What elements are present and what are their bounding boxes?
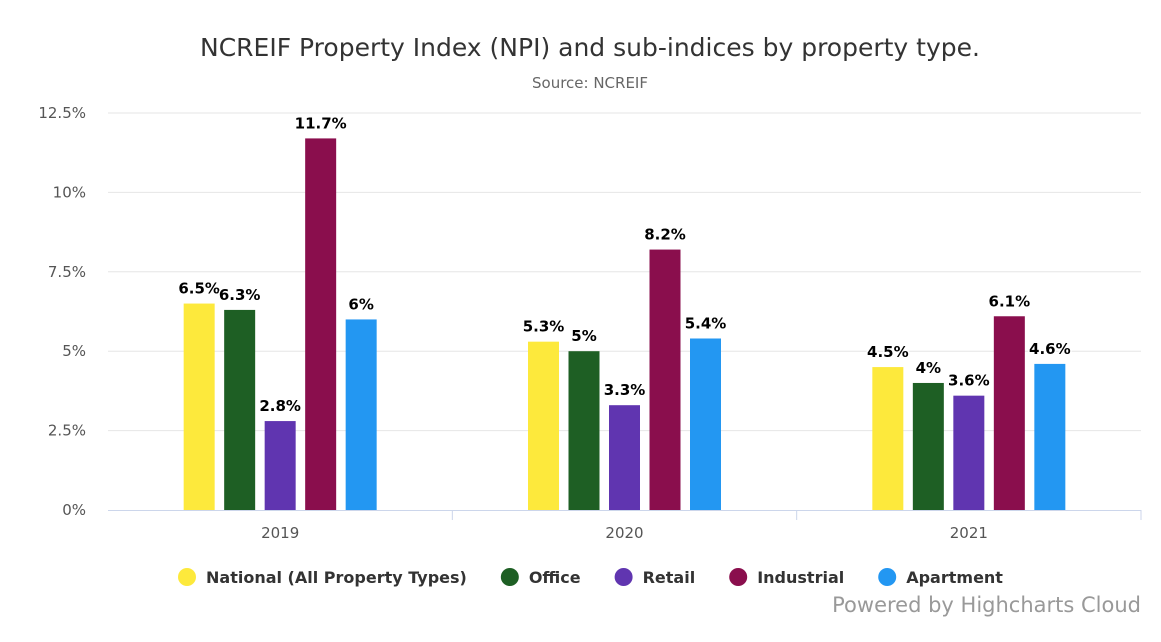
data-label: 4%	[916, 359, 941, 377]
data-label: 5.4%	[685, 314, 727, 332]
legend-marker	[614, 568, 633, 586]
bar-retail-2021[interactable]	[953, 395, 985, 510]
bar-apartment-2019[interactable]	[345, 319, 377, 510]
legend-marker	[729, 568, 748, 586]
data-label: 2.8%	[259, 397, 301, 415]
data-label: 6.5%	[178, 280, 220, 298]
y-tick-label: 5%	[62, 342, 86, 360]
x-tick-label: 2019	[261, 524, 299, 542]
data-label: 8.2%	[644, 226, 686, 244]
data-label: 4.6%	[1029, 340, 1071, 358]
chart-title: NCREIF Property Index (NPI) and sub-indi…	[200, 33, 980, 62]
legend-label: Office	[529, 568, 581, 587]
bar-industrial-2019[interactable]	[305, 138, 337, 510]
data-label: 6%	[348, 295, 373, 313]
legend-label: Retail	[643, 568, 696, 587]
bar-industrial-2021[interactable]	[993, 316, 1025, 510]
bar-national-all-property-types-2019[interactable]	[183, 303, 215, 510]
data-label: 4.5%	[867, 343, 909, 361]
bar-retail-2020[interactable]	[609, 405, 640, 510]
credits-link[interactable]: Powered by Highcharts Cloud	[832, 593, 1141, 617]
data-labels: 6.5% 5.3% 4.5% 6.3% 5% 4% 2.8% 3.3% 3.6% 11.7% 8.2…	[177, 113, 1072, 417]
legend-item-national-all-property-types[interactable]: National (All Property Types)	[178, 568, 467, 587]
legend-item-apartment[interactable]: Apartment	[878, 568, 1003, 587]
x-tick-label: 2020	[605, 524, 643, 542]
legend-label: National (All Property Types)	[206, 568, 467, 587]
data-label: 6.3%	[219, 286, 261, 304]
legend-label: Apartment	[906, 568, 1003, 587]
legend-item-retail[interactable]: Retail	[614, 568, 696, 587]
data-label: 11.7%	[295, 114, 347, 132]
bar-office-2019[interactable]	[224, 309, 256, 510]
legend-marker	[878, 568, 897, 586]
chart-subtitle: Source: NCREIF	[532, 74, 648, 92]
bar-office-2020[interactable]	[568, 351, 600, 510]
bar-national-all-property-types-2020[interactable]	[528, 341, 559, 510]
bar-office-2021[interactable]	[912, 382, 944, 510]
bars	[183, 138, 1066, 510]
data-label: 3.3%	[604, 381, 646, 399]
y-tick-label: 2.5%	[48, 422, 86, 440]
x-axis: 2019 2020 2021	[108, 510, 1142, 542]
data-label: 5.3%	[523, 318, 565, 336]
data-label: 3.6%	[948, 372, 990, 390]
y-tick-label: 7.5%	[48, 263, 86, 281]
bar-retail-2019[interactable]	[264, 421, 296, 510]
y-tick-label: 0%	[62, 501, 86, 519]
y-axis: 0% 2.5% 5% 7.5% 10% 12.5%	[38, 104, 86, 519]
legend-marker	[178, 568, 196, 586]
legend-item-industrial[interactable]: Industrial	[729, 568, 844, 587]
legend: National (All Property Types) Office Retai…	[178, 568, 1003, 587]
legend-label: Industrial	[757, 568, 844, 587]
data-label: 5%	[571, 327, 596, 345]
bar-apartment-2020[interactable]	[690, 338, 721, 510]
bar-apartment-2021[interactable]	[1034, 363, 1066, 510]
bar-industrial-2020[interactable]	[649, 249, 681, 510]
bar-national-all-property-types-2021[interactable]	[872, 367, 904, 510]
legend-marker	[500, 568, 519, 586]
y-tick-label: 10%	[53, 183, 86, 201]
data-label: 6.1%	[989, 292, 1031, 310]
legend-item-office[interactable]: Office	[500, 568, 581, 587]
x-tick-label: 2021	[950, 524, 988, 542]
y-tick-label: 12.5%	[38, 104, 86, 122]
